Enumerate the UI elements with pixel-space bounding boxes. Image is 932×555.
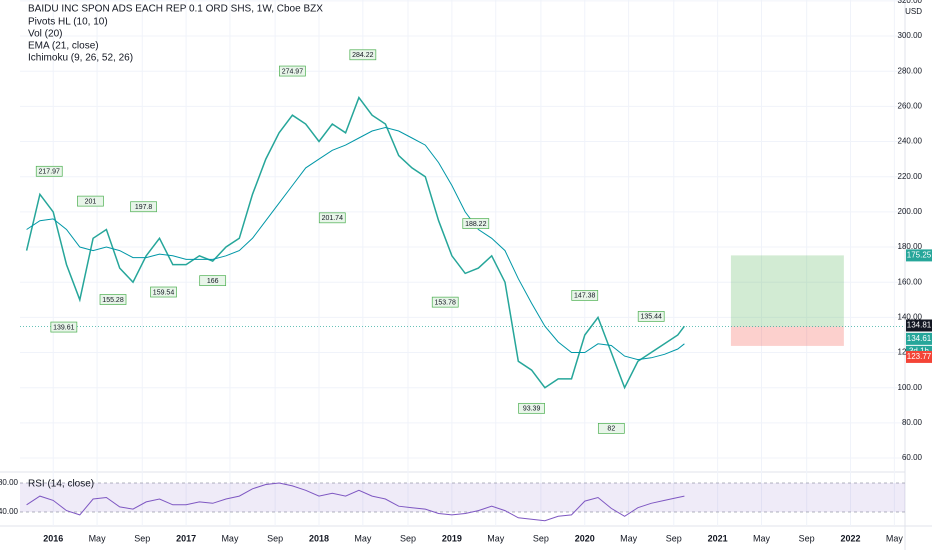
- price-tag: [906, 249, 932, 262]
- y-tick-label: 320.00: [898, 0, 923, 5]
- stop-zone: [730, 326, 844, 346]
- currency: USD: [905, 7, 922, 16]
- y-tick-label: 260.00: [898, 101, 923, 110]
- x-tick-label: 2020: [575, 533, 595, 543]
- x-tick-label: May: [487, 533, 505, 543]
- pivot-label: 188.22: [465, 221, 487, 228]
- price-tag: [906, 332, 932, 345]
- pivot-box: [462, 218, 490, 229]
- pivot-label: 217.97: [39, 169, 61, 176]
- pivot-box: [431, 296, 459, 308]
- pivot-label: 201.74: [322, 215, 344, 222]
- pivot-box: [50, 321, 78, 333]
- x-tick-label: May: [620, 533, 638, 543]
- x-tick-label: Sep: [533, 533, 549, 543]
- pivot-label: 147.38: [574, 293, 596, 300]
- price-tag-label: 175.25: [907, 251, 932, 260]
- pivot-box: [318, 212, 346, 224]
- y-tick-label: 280.00: [898, 66, 923, 75]
- pivot-label: 82: [607, 426, 615, 433]
- pivot-box: [130, 201, 157, 213]
- rsi-line: [26, 482, 685, 522]
- rsi-label: RSI (14, close): [28, 479, 94, 490]
- x-tick-label: Sep: [400, 533, 416, 543]
- x-tick-label: 2022: [841, 533, 861, 543]
- pivot-box: [349, 49, 377, 61]
- y-tick-label: 160.00: [898, 277, 923, 286]
- pivot-box: [35, 165, 63, 177]
- pivot-box: [150, 286, 177, 298]
- x-tick-label: Sep: [134, 533, 150, 543]
- rsi-tick-label: 40.00: [0, 507, 19, 516]
- pivot-box: [199, 275, 227, 287]
- price-tag: [906, 350, 932, 363]
- pivot-label: 155.28: [102, 297, 124, 304]
- pivot-label: 159.54: [153, 289, 175, 296]
- rsi-tick-label: 80.00: [0, 478, 19, 487]
- pivot-label: 284.22: [352, 52, 374, 59]
- price-tag-label: 134.81: [907, 321, 932, 330]
- y-tick-label: 100.00: [898, 383, 923, 392]
- pivot-label: 139.61: [53, 324, 75, 331]
- x-tick-label: May: [354, 533, 372, 543]
- pivot-box: [571, 290, 599, 301]
- price-tag: [906, 319, 932, 332]
- x-tick-label: May: [753, 533, 771, 543]
- pivot-label: 274.97: [282, 68, 304, 75]
- x-tick-label: May: [89, 533, 107, 543]
- y-tick-label: 220.00: [898, 172, 923, 181]
- y-tick-label: 140.00: [898, 312, 923, 321]
- price-tag-label: 134.61: [907, 334, 932, 343]
- y-tick-label: 180.00: [898, 242, 923, 251]
- pivot-label: 93.39: [523, 406, 541, 413]
- pivot-label: 197.8: [135, 204, 153, 211]
- x-tick-label: Sep: [267, 533, 283, 543]
- x-tick-label: 2018: [309, 533, 329, 543]
- x-tick-label: 2019: [442, 533, 462, 543]
- pivot-label: 166: [207, 278, 219, 285]
- price-tag-label: 123.77: [907, 352, 932, 361]
- price-line: [25, 96, 685, 390]
- pivot-label: 153.78: [435, 299, 457, 306]
- pivot-label: 135.44: [640, 314, 662, 321]
- x-tick-label: 2017: [176, 533, 196, 543]
- y-tick-label: 200.00: [898, 207, 923, 216]
- chart-title: BAIDU INC SPON ADS EACH REP 0.1 ORD SHS,…: [28, 4, 323, 15]
- pivot-box: [597, 423, 625, 434]
- ema-line: [26, 126, 685, 361]
- marks: 217.97 201 197.8 274.97 284.22 188.22 147.38 13…: [20, 49, 905, 522]
- x-tick-label: May: [886, 533, 904, 543]
- target-zone: [730, 255, 844, 327]
- y-tick-label: 60.00: [902, 453, 923, 462]
- indicator-label: Vol (20): [28, 29, 62, 40]
- x-tick-label: Sep: [666, 533, 682, 543]
- pivot-label: 201: [85, 198, 97, 205]
- pivot-box: [518, 402, 545, 414]
- indicator-label: Ichimoku (9, 26, 52, 26): [28, 53, 133, 64]
- y-tick-label: 240.00: [898, 137, 923, 146]
- x-tick-label: May: [221, 533, 239, 543]
- x-tick-label: 2016: [43, 533, 63, 543]
- x-tick-label: 2021: [708, 533, 728, 543]
- indicator-label: Pivots HL (10, 10): [28, 17, 108, 28]
- rsi-band: [20, 483, 905, 513]
- pivot-box: [279, 65, 306, 77]
- indicator-label: EMA (21, close): [28, 41, 99, 52]
- y-tick-label: 80.00: [902, 418, 923, 427]
- pivot-box: [77, 195, 104, 207]
- y-tick-label: 300.00: [898, 31, 923, 40]
- pivot-box: [637, 311, 665, 322]
- x-tick-label: Sep: [799, 533, 815, 543]
- pivot-box: [99, 294, 127, 305]
